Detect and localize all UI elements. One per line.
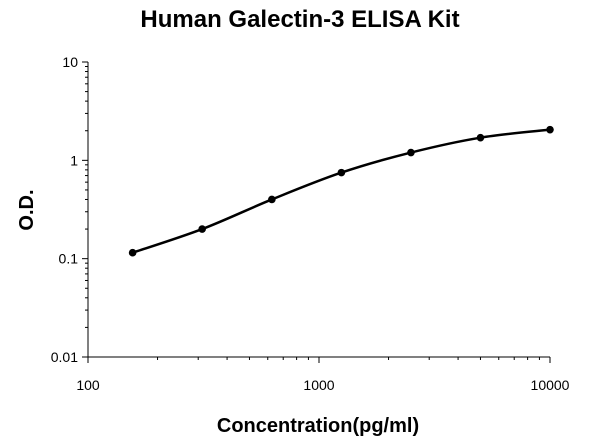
y-axis-ticks: 0.01 0.1 1 10 [51,54,88,365]
data-point [407,148,415,157]
data-point [198,225,206,233]
y-tick-label: 0.01 [51,349,78,365]
data-point [268,195,276,204]
x-tick-label: 1000 [303,377,334,393]
data-point [476,133,485,142]
y-tick-label: 1 [70,152,78,168]
data-point [546,125,554,134]
chart-title: Human Galectin-3 ELISA Kit [140,6,460,33]
series-line [132,128,551,254]
y-axis-title: O.D. [16,189,38,230]
x-axis-ticks: 100 1000 10000 [76,357,570,393]
axes [87,62,550,358]
y-tick-label: 0.1 [59,251,79,267]
x-axis-title: Concentration(pg/ml) [217,415,419,437]
data-series [128,125,554,257]
x-tick-label: 10000 [531,377,570,393]
data-point [337,168,346,177]
data-point [128,248,137,257]
y-tick-label: 10 [62,54,78,70]
x-tick-label: 100 [76,377,100,393]
